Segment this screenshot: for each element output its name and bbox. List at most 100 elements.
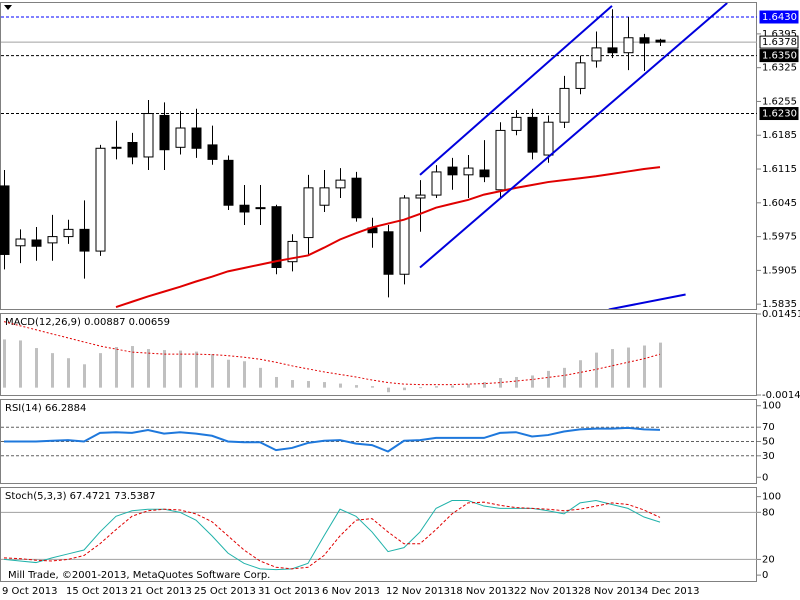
candle-body — [655, 39, 666, 43]
indicator-line — [4, 426, 661, 453]
candle-body — [31, 239, 42, 247]
candle-body — [559, 87, 570, 123]
x-tick-label: 6 Nov 2013 — [322, 586, 380, 597]
indicator-label: RSI(14) 66.2884 — [5, 403, 86, 414]
y-tick-label: 100 — [762, 401, 781, 412]
menu-icon[interactable] — [4, 5, 12, 10]
macd-bar — [147, 349, 150, 388]
macd-bar — [323, 382, 326, 388]
y-tick-label: 1.6045 — [762, 198, 797, 209]
macd-bar — [643, 345, 646, 388]
y-tick-label: 100 — [762, 492, 781, 503]
y-tick-label: 1.6325 — [762, 63, 797, 74]
signal-line — [3, 321, 661, 386]
candle-body — [399, 197, 410, 275]
macd-bar — [355, 385, 358, 388]
candle-body — [175, 127, 186, 148]
moving-average — [115, 166, 661, 309]
y-tick-label: 0 — [762, 570, 768, 581]
candle-body — [207, 144, 218, 160]
candle-body — [63, 228, 74, 238]
macd-bar — [499, 377, 502, 388]
y-tick-label: 70 — [762, 422, 775, 433]
panel-frame — [0, 487, 757, 582]
y-tick-label: 80 — [762, 507, 775, 518]
macd-bar — [115, 347, 118, 388]
macd-bar — [131, 346, 134, 388]
y-tick-label: 1.6255 — [762, 96, 797, 107]
candle-body — [159, 114, 170, 151]
y-tick-label: 0 — [762, 472, 768, 483]
level-label: 1.6350 — [762, 51, 797, 62]
y-tick-label: 1.5835 — [762, 299, 797, 310]
candle-body — [623, 37, 634, 54]
macd-bar — [467, 384, 470, 388]
panel-frame — [0, 2, 757, 310]
candle-body — [143, 113, 154, 158]
copyright: Mill Trade, ©2001-2013, MetaQuotes Softw… — [8, 570, 270, 581]
candle-body — [271, 206, 282, 268]
candle-body — [575, 62, 586, 89]
x-tick-label: 31 Oct 2013 — [258, 586, 320, 597]
macd-bar — [195, 351, 198, 388]
macd-bar — [227, 359, 230, 388]
macd-bar — [19, 340, 22, 388]
candle-body — [47, 236, 58, 244]
macd-bar — [307, 381, 310, 388]
macd-bar — [179, 350, 182, 388]
macd-bar — [563, 367, 566, 388]
level-label: 1.6378 — [762, 37, 797, 48]
candle-body — [383, 231, 394, 275]
candle-body — [607, 47, 618, 54]
level-label-box — [759, 49, 799, 63]
macd-bar — [627, 347, 630, 388]
candle-body — [255, 207, 266, 210]
level-label-box — [759, 10, 799, 24]
candle-body — [543, 121, 554, 156]
candle-body — [431, 171, 442, 196]
candle-body — [95, 147, 106, 252]
x-tick-label: 22 Nov 2013 — [514, 586, 578, 597]
macd-bar — [483, 382, 486, 388]
candle-body — [0, 185, 10, 255]
x-tick-label: 12 Nov 2013 — [386, 586, 450, 597]
level-label: 1.6430 — [762, 12, 797, 23]
macd-bar — [259, 367, 262, 388]
indicator-line — [3, 500, 661, 571]
y-tick-label: 50 — [762, 437, 775, 448]
y-tick-label: 0.01451 — [762, 309, 800, 320]
candle-body — [319, 187, 330, 206]
macd-bar — [515, 376, 518, 388]
x-tick-label: 9 Oct 2013 — [2, 586, 57, 597]
candle-body — [527, 116, 538, 153]
candle-body — [127, 141, 138, 158]
macd-bar — [371, 386, 374, 388]
candle-body — [111, 146, 122, 149]
candle-body — [239, 204, 250, 213]
x-tick-label: 28 Nov 2013 — [578, 586, 642, 597]
candle-body — [495, 129, 506, 191]
macd-bar — [211, 354, 214, 388]
macd-bar — [163, 350, 166, 388]
level-label-box — [759, 107, 799, 121]
candle-body — [79, 228, 90, 252]
candle-body — [335, 179, 346, 189]
y-tick-label: 1.6185 — [762, 130, 797, 141]
x-tick-label: 18 Nov 2013 — [450, 586, 514, 597]
macd-bar — [99, 353, 102, 388]
macd-bar — [451, 385, 454, 388]
candle-body — [415, 194, 426, 199]
macd-bar — [659, 342, 662, 388]
macd-bar — [275, 376, 278, 388]
macd-bar — [435, 386, 438, 388]
candle-body — [591, 47, 602, 62]
candle-body — [15, 238, 26, 247]
x-tick-label: 25 Oct 2013 — [194, 586, 256, 597]
panel-frame — [0, 313, 757, 396]
trend-line — [419, 5, 613, 176]
macd-bar — [387, 387, 390, 393]
macd-bar — [403, 387, 406, 391]
y-tick-label: -0.00145 — [762, 390, 800, 401]
macd-bar — [35, 348, 38, 388]
